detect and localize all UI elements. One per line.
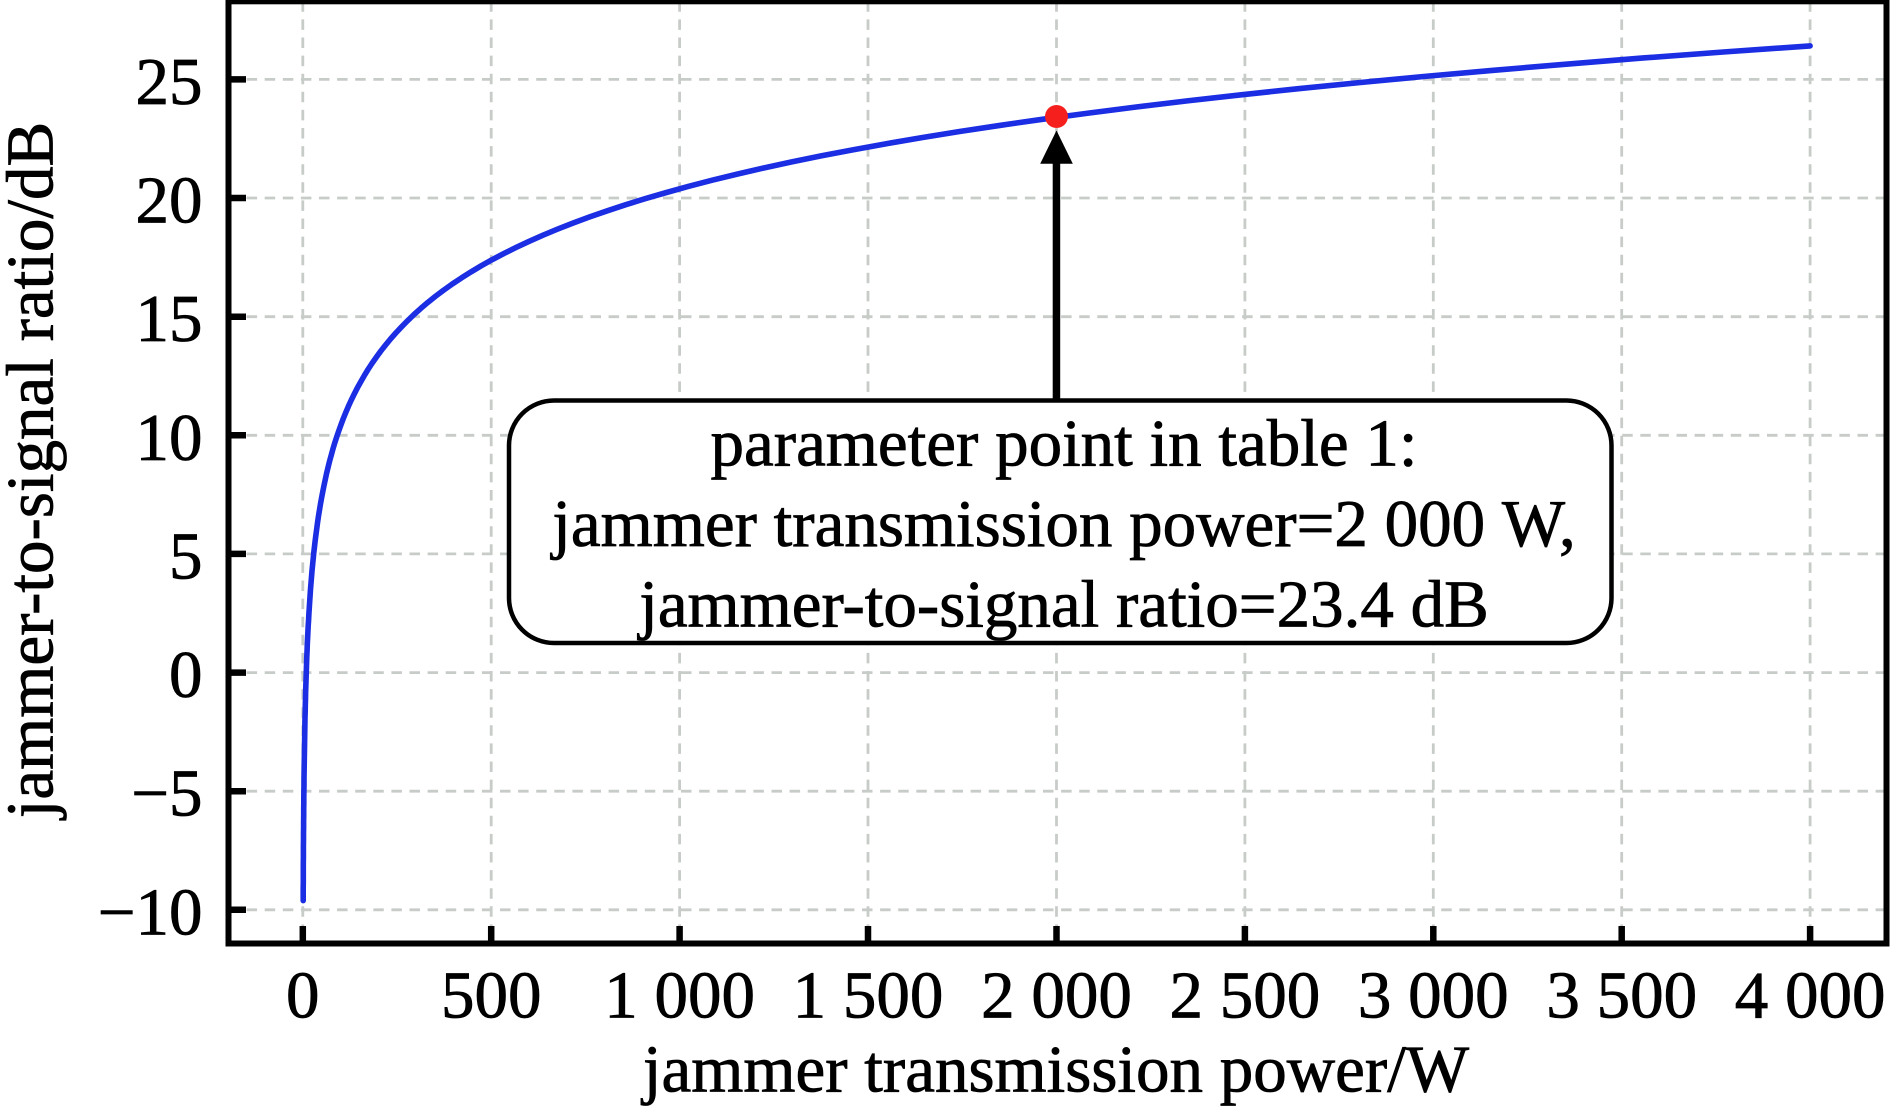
- svg-text:0: 0: [169, 638, 203, 712]
- svg-text:500: 500: [441, 959, 542, 1033]
- svg-text:−5: −5: [131, 757, 202, 831]
- svg-text:−10: −10: [98, 875, 203, 949]
- svg-text:25: 25: [136, 45, 203, 119]
- svg-text:2 000: 2 000: [981, 959, 1132, 1033]
- svg-text:jammer-to-signal ratio/dB: jammer-to-signal ratio/dB: [0, 122, 68, 820]
- svg-text:0: 0: [286, 959, 320, 1033]
- svg-text:3 000: 3 000: [1358, 959, 1509, 1033]
- svg-text:1 500: 1 500: [793, 959, 944, 1033]
- svg-text:5: 5: [169, 519, 203, 593]
- svg-text:jammer transmission power/W: jammer transmission power/W: [641, 1033, 1470, 1107]
- svg-text:15: 15: [136, 282, 203, 356]
- svg-text:3 500: 3 500: [1546, 959, 1697, 1033]
- svg-text:parameter point in table 1:: parameter point in table 1:: [711, 407, 1418, 481]
- svg-text:jammer transmission power=2 00: jammer transmission power=2 000 W,: [550, 487, 1575, 561]
- svg-text:4 000: 4 000: [1735, 959, 1886, 1033]
- svg-text:jammer-to-signal ratio=23.4 dB: jammer-to-signal ratio=23.4 dB: [637, 568, 1489, 642]
- svg-text:20: 20: [136, 164, 203, 238]
- svg-text:1 000: 1 000: [604, 959, 755, 1033]
- svg-text:2 500: 2 500: [1170, 959, 1321, 1033]
- svg-text:10: 10: [136, 401, 203, 475]
